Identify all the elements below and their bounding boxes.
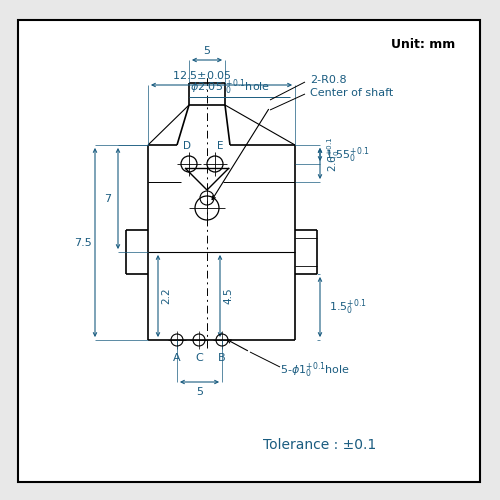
Text: 7: 7 xyxy=(104,194,112,203)
Text: A: A xyxy=(173,353,181,363)
Text: Unit: mm: Unit: mm xyxy=(391,38,455,51)
Text: C: C xyxy=(195,353,203,363)
Text: 5-$\phi$1$^{+0.1}_{0}$hole: 5-$\phi$1$^{+0.1}_{0}$hole xyxy=(280,360,350,380)
Text: 4.5: 4.5 xyxy=(223,288,233,304)
Text: 2-R0.8: 2-R0.8 xyxy=(310,75,346,85)
Text: 5: 5 xyxy=(196,387,203,397)
Text: B: B xyxy=(218,353,226,363)
Text: 12.5$\pm$0.05: 12.5$\pm$0.05 xyxy=(172,69,232,81)
Text: 2.6$^{+0.1}_{0}$: 2.6$^{+0.1}_{0}$ xyxy=(326,136,342,172)
Text: Tolerance : ±0.1: Tolerance : ±0.1 xyxy=(264,438,376,452)
Text: D: D xyxy=(183,141,191,151)
Text: Center of shaft: Center of shaft xyxy=(310,88,393,98)
Text: 1.5$^{+0.1}_{0}$: 1.5$^{+0.1}_{0}$ xyxy=(329,297,367,317)
Text: 5: 5 xyxy=(204,46,210,56)
Text: $\phi$2.05 $^{+0.1}_{0}$hole: $\phi$2.05 $^{+0.1}_{0}$hole xyxy=(190,77,270,97)
Text: 2.2: 2.2 xyxy=(161,288,171,304)
Text: 1.55$^{+0.1}_{0}$: 1.55$^{+0.1}_{0}$ xyxy=(326,146,370,166)
Text: E: E xyxy=(217,141,223,151)
Text: 7.5: 7.5 xyxy=(74,238,92,248)
